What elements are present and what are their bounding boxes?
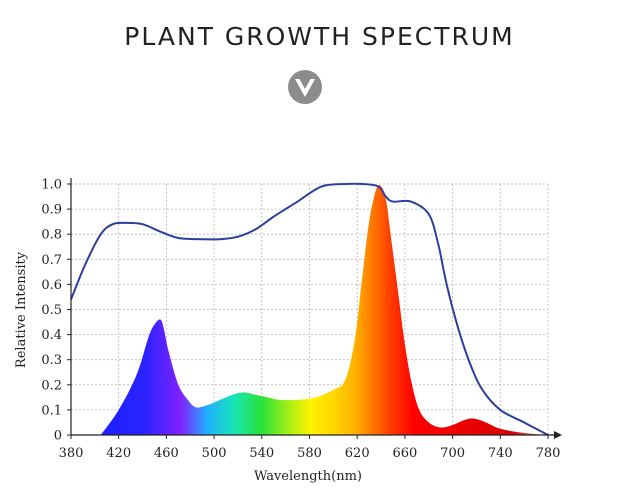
x-tick-label: 420: [106, 446, 131, 461]
x-tick-label: 620: [345, 446, 370, 461]
x-tick-label: 500: [202, 446, 227, 461]
x-tick-label: 660: [392, 446, 417, 461]
emission-spectrum-area: [100, 184, 548, 435]
chevron-down-circle-icon[interactable]: [288, 70, 322, 104]
page-title: PLANT GROWTH SPECTRUM: [124, 22, 515, 51]
x-tick-label: 380: [59, 446, 84, 461]
x-tick-label: 780: [536, 446, 561, 461]
absorption-curve-line: [70, 182, 549, 436]
y-tick-label: 0.8: [41, 228, 62, 243]
x-axis-arrow: [554, 431, 562, 439]
x-tick-label: 700: [440, 446, 465, 461]
y-tick-label: 0.2: [41, 378, 62, 393]
y-axis-title: Relative Intensity: [14, 251, 29, 368]
x-tick-label: 580: [297, 446, 322, 461]
x-tick-labels: 380 420 460 500 540 580 620 660 700 740 780: [59, 446, 561, 461]
x-tick-label: 540: [249, 446, 274, 461]
y-tick-labels: 0 0.1 0.2 0.3 0.4 0.5 0.6 0.7 0.8 0.9 1.0: [41, 178, 62, 444]
y-tick-label: 0.4: [41, 328, 62, 343]
y-tick-label: 0.7: [41, 253, 62, 268]
x-tick-label: 740: [488, 446, 513, 461]
y-tick-label: 0.5: [41, 303, 62, 318]
chevron-icon-glyph: [295, 79, 315, 97]
chevron-icon-background: [288, 70, 322, 104]
y-tick-label: 0.6: [41, 278, 62, 293]
axes: [67, 178, 562, 439]
x-tick-label: 460: [154, 446, 179, 461]
y-tick-label: 0.1: [41, 403, 62, 418]
y-tick-label: 1.0: [41, 178, 62, 193]
y-tick-label: 0: [54, 429, 62, 444]
y-tick-label: 0.9: [41, 203, 62, 218]
series-layer: [70, 182, 549, 436]
y-tick-label: 0.3: [41, 353, 62, 368]
x-axis-title: Wavelength(nm): [254, 469, 362, 484]
